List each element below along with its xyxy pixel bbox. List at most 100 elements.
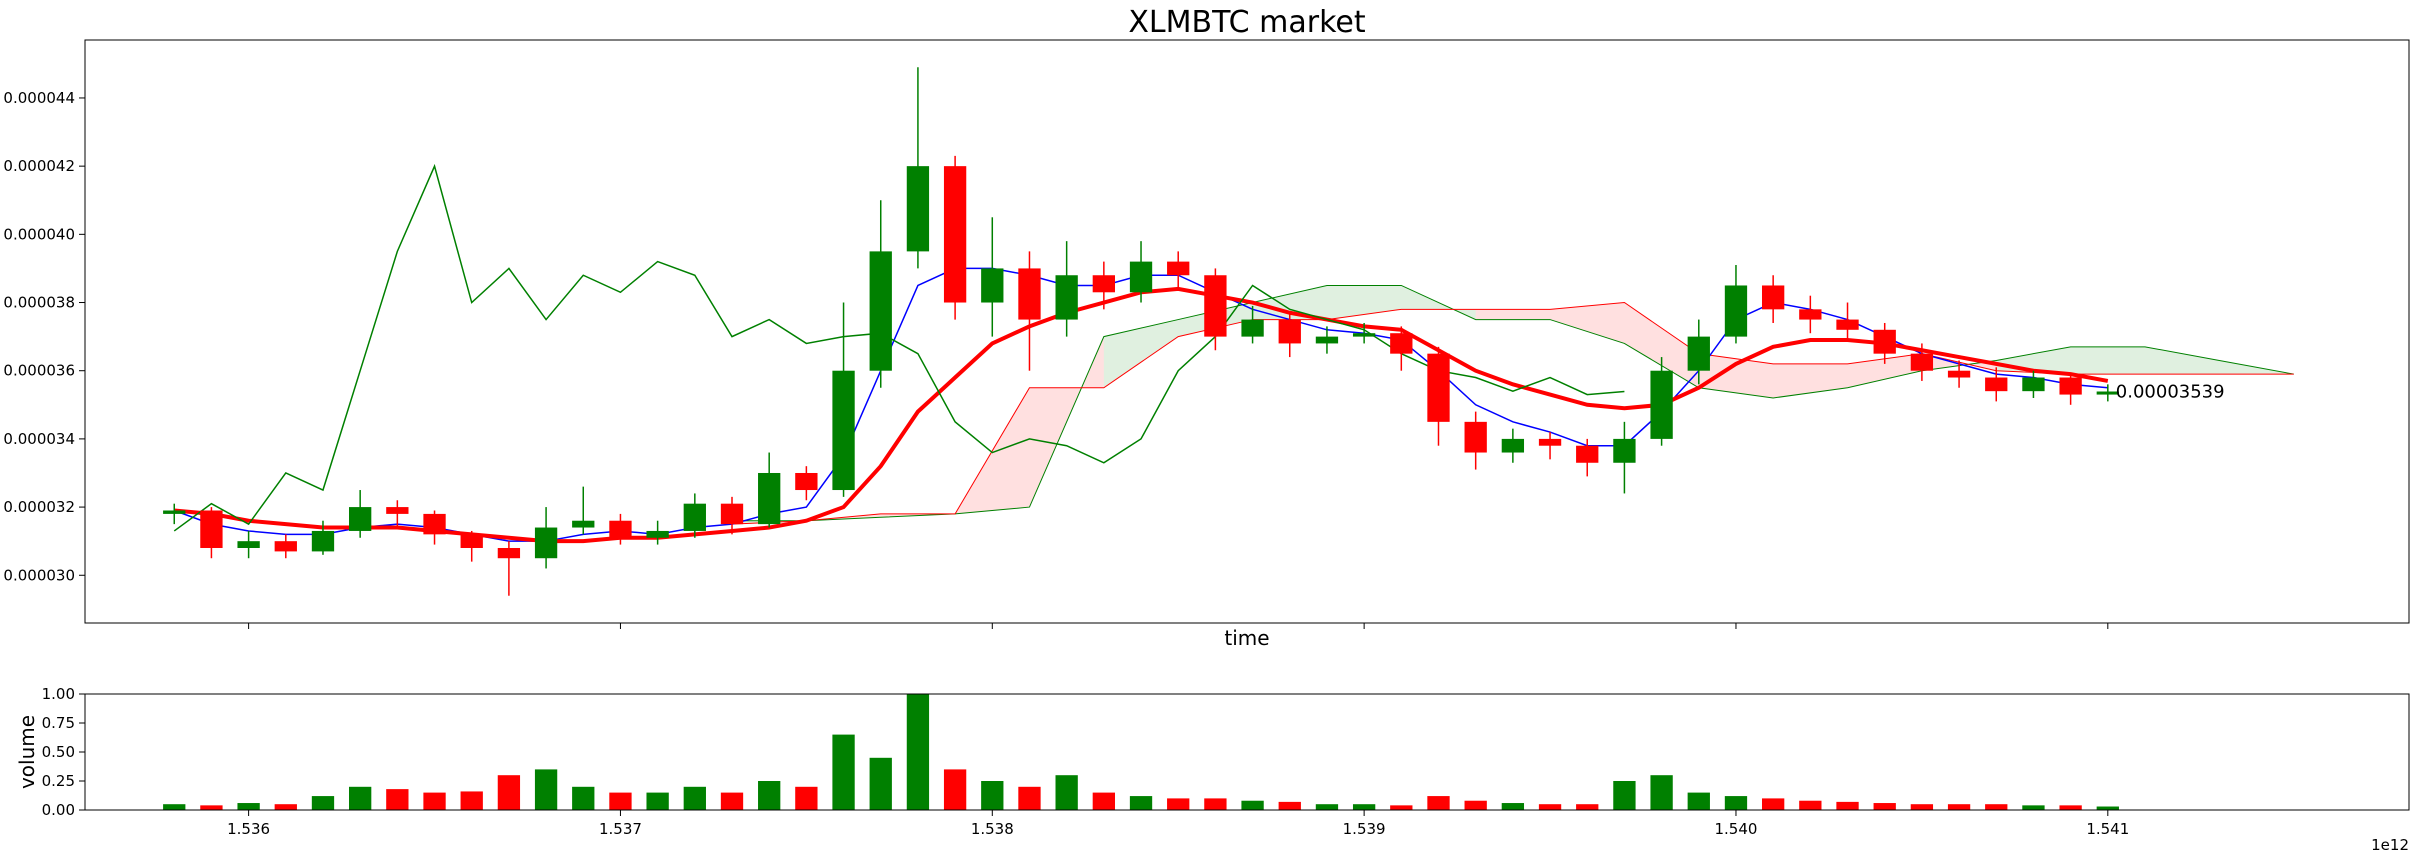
volume-bar — [1167, 798, 1190, 810]
volume-bar — [1687, 792, 1710, 810]
candle-body — [720, 503, 744, 525]
volume-bar — [795, 786, 818, 810]
volume-bar — [274, 804, 297, 810]
candle-body — [1910, 353, 1934, 371]
x-tick-label: 1.539 — [1343, 820, 1386, 838]
candle-body — [1167, 261, 1190, 276]
candle-body — [609, 520, 632, 538]
volume-bar — [1092, 792, 1115, 810]
candle-body — [1352, 333, 1376, 337]
y-tick-label: 0.000042 — [3, 157, 75, 175]
overlay-line — [173, 163, 1625, 532]
volume-bar — [2022, 805, 2045, 810]
x-offset-label: 1e12 — [2371, 836, 2409, 854]
candle-body — [200, 510, 223, 548]
candle-body — [1501, 438, 1525, 453]
candle-body — [1427, 353, 1450, 422]
volume-bar — [1204, 798, 1227, 810]
candle-body — [981, 268, 1004, 303]
x-tick-label: 1.541 — [2086, 820, 2129, 838]
volume-bar — [1538, 804, 1562, 810]
candle-body — [1018, 268, 1041, 320]
candle-body — [2096, 391, 2119, 395]
volume-bar — [1873, 803, 1896, 810]
volume-bar — [1018, 786, 1041, 810]
volume-frame — [84, 693, 2410, 811]
overlay-line — [174, 286, 2109, 544]
candle-body — [1947, 370, 1971, 378]
cloud-segment — [1698, 353, 1774, 398]
x-axis-label: time — [1224, 626, 1269, 650]
volume-bar — [683, 786, 706, 810]
candle-body — [1799, 309, 1822, 320]
volume-bar — [349, 786, 372, 810]
volume-bar — [1129, 796, 1153, 810]
candle-body — [534, 527, 558, 559]
candle-body — [1538, 438, 1562, 446]
volume-bar — [1241, 800, 1264, 810]
volume-y-tick-label: 0.75 — [42, 714, 75, 732]
y-tick-label: 0.000040 — [3, 225, 75, 243]
x-tick-label: 1.540 — [1714, 820, 1757, 838]
candle-body — [274, 541, 297, 552]
cloud-segment — [2144, 346, 2220, 375]
candle-body — [758, 472, 781, 525]
candle-body — [1761, 285, 1785, 310]
volume-bar — [1985, 804, 2008, 810]
y-tick-label: 0.000034 — [3, 430, 75, 448]
candle-body — [832, 370, 855, 491]
y-tick-label: 0.000038 — [3, 294, 75, 312]
volume-bar — [1352, 804, 1376, 810]
candle-body — [1092, 275, 1115, 293]
candle-body — [1873, 329, 1896, 354]
candle-body — [163, 510, 186, 514]
candle-body — [2022, 377, 2045, 392]
volume-bar — [1427, 796, 1450, 810]
volume-bar — [423, 792, 446, 810]
candle-body — [1985, 377, 2008, 392]
candle-body — [1464, 421, 1487, 453]
volume-bar — [237, 803, 260, 810]
volume-bar — [1576, 804, 1599, 810]
volume-bar — [1836, 801, 1859, 810]
volume-bar — [497, 775, 521, 810]
volume-bar — [646, 792, 669, 810]
y-tick-label: 0.000036 — [3, 362, 75, 380]
volume-bar — [460, 791, 483, 810]
x-tick-label: 1.538 — [971, 820, 1014, 838]
volume-bar — [1799, 800, 1822, 810]
volume-bar — [2059, 805, 2082, 810]
cloud-span-a — [732, 284, 2294, 522]
candle-body — [311, 530, 335, 552]
candle-body — [1129, 261, 1153, 293]
candle-body — [1650, 370, 1673, 439]
cloud-segment — [1847, 353, 1922, 388]
candle-body — [646, 530, 669, 538]
candle-body — [869, 251, 892, 371]
volume-bar — [311, 796, 335, 810]
volume-bar — [758, 781, 781, 810]
cloud-segment — [1475, 309, 1551, 320]
volume-y-tick-label: 0.50 — [42, 743, 75, 761]
candle-body — [423, 513, 446, 535]
x-tick-label: 1.536 — [227, 820, 270, 838]
volume-bar — [1501, 803, 1525, 810]
cloud-segment — [1550, 302, 1625, 344]
cloud-span-b — [731, 302, 2294, 525]
volume-bar — [981, 781, 1004, 810]
volume-bar — [1390, 805, 1413, 810]
cloud-segment — [1252, 285, 1327, 320]
y-tick-label: 0.000044 — [3, 89, 75, 107]
candle-body — [683, 503, 706, 531]
candle-body — [795, 472, 818, 491]
volume-bar — [906, 694, 930, 810]
volume-bar — [1650, 775, 1673, 810]
x-tick-label: 1.537 — [599, 820, 642, 838]
volume-bar — [1724, 796, 1748, 810]
candle-body — [943, 166, 967, 303]
candle-body — [1204, 275, 1227, 337]
candle-body — [2059, 377, 2082, 395]
y-tick-label: 0.000030 — [3, 566, 75, 584]
candle-body — [497, 547, 521, 559]
